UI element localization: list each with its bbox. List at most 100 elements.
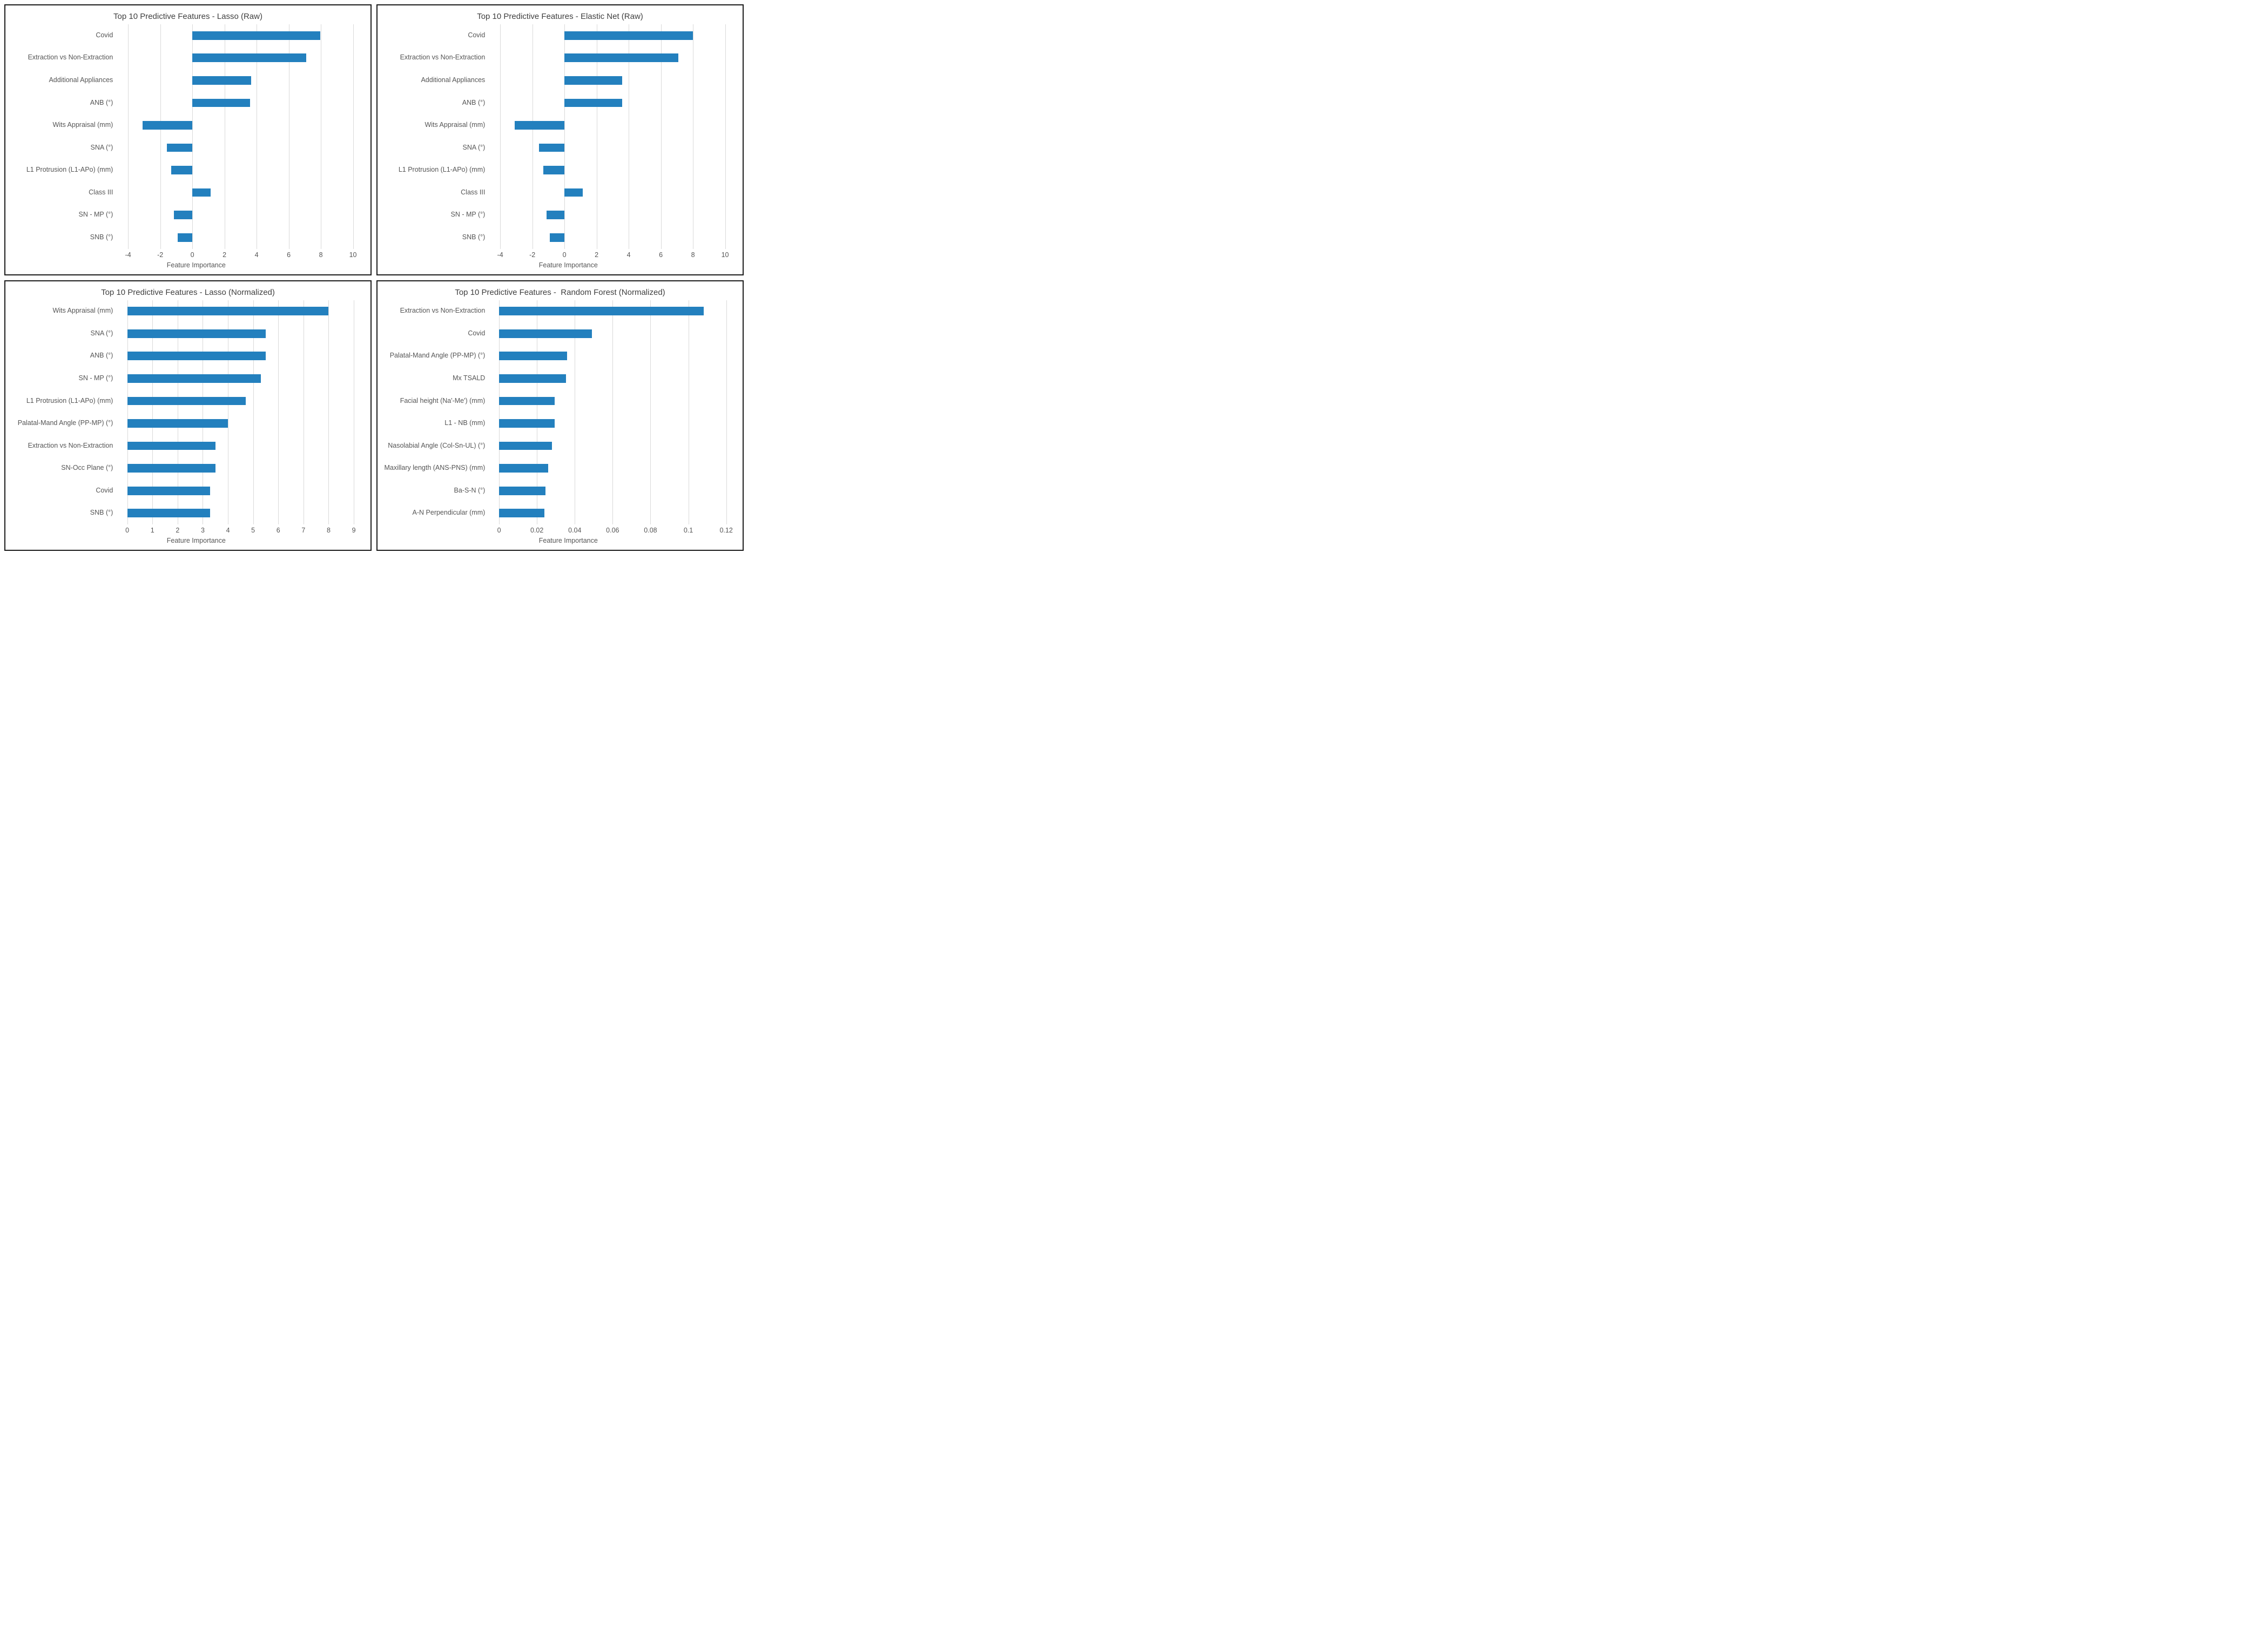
bar	[499, 329, 592, 338]
bar-track	[118, 226, 362, 249]
category-label: ANB (°)	[462, 98, 486, 106]
category-label: SNB (°)	[90, 233, 113, 241]
chart-panel-0: Top 10 Predictive Features - Lasso (Raw)…	[4, 4, 372, 275]
bar-track	[490, 322, 734, 345]
bar-row: Class III	[382, 181, 738, 204]
x-tick-label: 0	[497, 527, 501, 534]
x-axis-title: Feature Importance	[10, 536, 366, 548]
bar	[127, 329, 266, 338]
bar	[127, 441, 215, 450]
x-axis-title-text: Feature Importance	[166, 537, 226, 544]
x-tick-label: 10	[349, 251, 357, 259]
category-label: Nasolabial Angle (Col-Sn-UL) (°)	[388, 441, 486, 449]
bar-track	[490, 435, 734, 457]
bar-row: L1 Protrusion (L1-APo) (mm)	[10, 159, 366, 181]
x-axis-title: Feature Importance	[382, 261, 738, 272]
bar-row: Extraction vs Non-Extraction	[10, 435, 366, 457]
gridline	[500, 24, 501, 249]
bar	[499, 352, 568, 361]
bar-row: Additional Appliances	[382, 69, 738, 92]
tick-strip: 0 0.02 0.04 0.06 0.08 0.1 0.12	[490, 525, 734, 536]
plot-area: Covid Extraction vs Non-Extraction Additio…	[10, 24, 366, 249]
bar-track	[118, 300, 362, 323]
category-label: SN-Occ Plane (°)	[61, 464, 113, 472]
bar	[142, 121, 193, 130]
category-label: ANB (°)	[90, 98, 113, 106]
x-tick-label: 8	[326, 527, 331, 534]
bar-track	[118, 114, 362, 137]
bar	[564, 76, 623, 85]
bar	[499, 307, 704, 316]
category-label: L1 Protrusion (L1-APo) (mm)	[26, 396, 113, 404]
bar-track	[118, 345, 362, 368]
bar-row: SNA (°)	[10, 137, 366, 159]
x-axis-ticks: 0 0.02 0.04 0.06 0.08 0.1 0.12	[382, 525, 738, 536]
tick-strip: 0 1 2 3 4 5 6 7 8 9	[118, 525, 362, 536]
category-label: Extraction vs Non-Extraction	[400, 307, 486, 315]
gridline-layer	[118, 24, 362, 249]
charts-grid: Top 10 Predictive Features - Lasso (Raw)…	[4, 4, 744, 551]
gridline	[612, 300, 614, 524]
x-tick-label: 0.1	[683, 527, 693, 534]
plot-area: Covid Extraction vs Non-Extraction Additio…	[382, 24, 738, 249]
x-tick-label: -2	[529, 251, 536, 259]
bar-track	[118, 159, 362, 181]
category-label: Mx TSALD	[453, 374, 486, 382]
category-label: Covid	[468, 329, 486, 337]
bar	[499, 419, 555, 428]
x-tick-label: -4	[497, 251, 503, 259]
x-tick-label: 4	[626, 251, 631, 259]
bar-row: L1 Protrusion (L1-APo) (mm)	[382, 159, 738, 181]
x-tick-label: 0.04	[568, 527, 582, 534]
category-label: Palatal-Mand Angle (PP-MP) (°)	[17, 419, 113, 427]
bar-rows: Covid Extraction vs Non-Extraction Additio…	[382, 24, 738, 249]
bar-track	[118, 457, 362, 480]
x-tick-label: -4	[125, 251, 131, 259]
bar	[127, 419, 228, 428]
category-label: SNB (°)	[462, 233, 486, 241]
x-tick-label: 0	[125, 527, 130, 534]
bar-row: Facial height (Na'-Me') (mm)	[382, 390, 738, 413]
bar	[564, 31, 693, 40]
chart-panel-2: Top 10 Predictive Features - Lasso (Norm…	[4, 280, 372, 551]
bar-row: Extraction vs Non-Extraction	[382, 47, 738, 70]
gridline-layer	[118, 300, 362, 524]
bar-track	[118, 24, 362, 47]
category-label: Extraction vs Non-Extraction	[28, 441, 113, 449]
bar-track	[118, 367, 362, 390]
bar-track	[118, 435, 362, 457]
bar-track	[118, 92, 362, 114]
gridline	[278, 300, 279, 524]
chart-title: Top 10 Predictive Features - Random Fore…	[455, 287, 665, 297]
category-label: L1 - NB (mm)	[444, 419, 486, 427]
bar-row: Wits Appraisal (mm)	[10, 300, 366, 323]
bar	[127, 307, 329, 316]
x-tick-label: 0.12	[719, 527, 733, 534]
bar	[547, 211, 565, 220]
bar	[499, 396, 555, 406]
bar-track	[490, 47, 734, 70]
x-tick-label: 2	[223, 251, 227, 259]
bar-row: Palatal-Mand Angle (PP-MP) (°)	[10, 412, 366, 435]
bar-row: Extraction vs Non-Extraction	[382, 300, 738, 323]
category-label: Palatal-Mand Angle (PP-MP) (°)	[389, 352, 486, 360]
bar	[564, 53, 679, 63]
x-tick-label: 9	[352, 527, 356, 534]
bar-track	[490, 345, 734, 368]
bar-row: SN - MP (°)	[10, 367, 366, 390]
bar-row: Wits Appraisal (mm)	[382, 114, 738, 137]
bar	[499, 374, 567, 383]
x-tick-label: 0.02	[530, 527, 544, 534]
bar-track	[118, 480, 362, 502]
chart-panel-1: Top 10 Predictive Features - Elastic Net…	[376, 4, 744, 275]
x-axis-title-text: Feature Importance	[538, 537, 598, 544]
bar-row: A-N Perpendicular (mm)	[382, 502, 738, 524]
x-axis-ticks: -4 -2 0 2 4 6 8 10	[382, 250, 738, 261]
category-label: Covid	[468, 31, 486, 39]
bar-track	[490, 390, 734, 413]
category-label: SNA (°)	[462, 143, 486, 151]
x-tick-label: 4	[226, 527, 230, 534]
bar	[178, 233, 193, 242]
gridline	[564, 24, 565, 249]
bar-track	[490, 300, 734, 323]
